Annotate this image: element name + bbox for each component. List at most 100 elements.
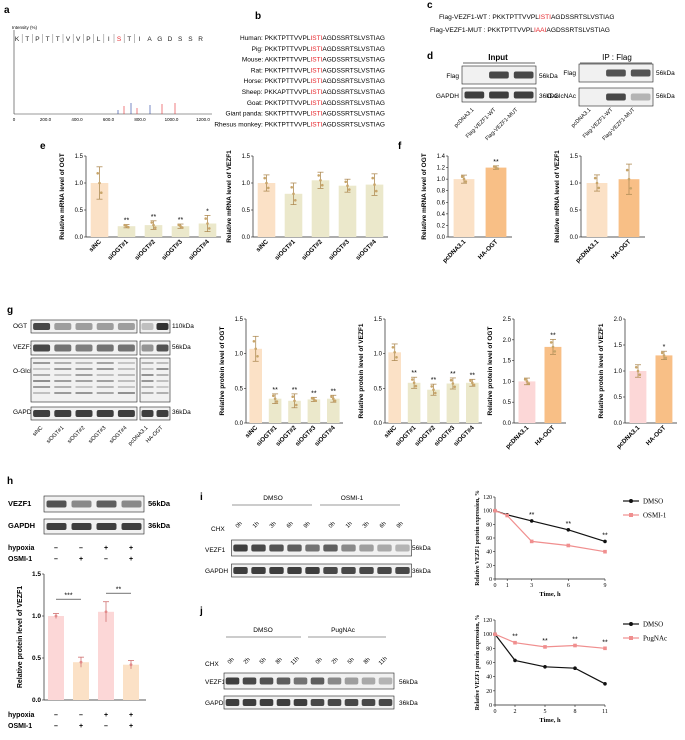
- data-point: [598, 187, 601, 190]
- x-tick-label: siNC: [383, 424, 398, 439]
- y-tick-label: 2.0: [503, 338, 512, 344]
- timepoint-label: 11h: [378, 656, 389, 667]
- g-oglcnac-smear: [97, 362, 114, 364]
- alignment-row: Mouse: AKKTPTTVVPLISTIAGDSSRTSLVSTIAG: [242, 57, 385, 64]
- y-tick-label: 0.0: [32, 697, 41, 704]
- h-row-gapdh: GAPDH: [8, 521, 35, 530]
- timepoint-label: 0h: [328, 521, 337, 530]
- data-point: [317, 174, 320, 177]
- panel-f-vezf1-mrna-chart: 0.00.51.01.5Relative mRNA level of VEZF1…: [554, 150, 645, 265]
- significance-mark: *: [206, 208, 209, 215]
- x-tick-label: siOGT#3: [161, 238, 185, 262]
- j-blots-gapdh-band: [277, 699, 291, 706]
- h-vezf1-band: [72, 501, 92, 508]
- g-oglcnac-smear: [33, 362, 50, 364]
- g-oglcnac-oe-smear: [142, 362, 154, 364]
- data-point: [465, 180, 468, 183]
- x-tick-label: pcDNA3.1: [574, 238, 600, 264]
- species-name: Pig:: [252, 46, 265, 53]
- x-tick-label: siNC: [88, 238, 103, 253]
- j-blots-gapdh-band: [345, 699, 359, 706]
- j-blots-gapdh-band: [294, 699, 308, 706]
- g-gapdh-oe-band: [142, 410, 154, 417]
- series-point: [493, 509, 497, 513]
- timepoint-label: 5h: [347, 657, 356, 666]
- j-blots-gapdh-band: [311, 699, 325, 706]
- data-point: [452, 382, 455, 385]
- species-name: Rhesus monkey:: [214, 121, 264, 128]
- y-tick-label: 60: [486, 661, 492, 667]
- y-axis-label: Relative mRNA level of VEZF1: [554, 150, 561, 243]
- g-oglcnac-smear: [33, 386, 50, 388]
- bar: [486, 168, 507, 237]
- mut-seq-post: AGDSSRTSLVSTIAG: [546, 27, 610, 34]
- ip-row-label-flag: Flag: [563, 70, 576, 77]
- h-gapdh-band: [72, 523, 92, 530]
- j-group-pugnac: PugNAc: [331, 627, 356, 634]
- series-point: [573, 644, 577, 648]
- peptide-residue: S: [117, 36, 122, 43]
- data-point: [272, 395, 275, 398]
- g-kda-110: 110kDa: [172, 323, 194, 330]
- y-axis-label: Relative VEZF1 protein expression, %: [475, 615, 481, 711]
- x-tick-label: siOGT#4: [188, 238, 212, 262]
- y-tick-label: 2.0: [614, 317, 623, 323]
- j-kda-56: 56kDa: [399, 679, 418, 686]
- data-point: [105, 610, 108, 613]
- g-oglcnac-smear: [54, 392, 71, 394]
- y-axis-label: Relative protein level of OGT: [219, 327, 226, 416]
- i-blots-vezf1-band: [377, 545, 391, 552]
- data-point: [291, 395, 294, 398]
- h-vezf1-band: [47, 501, 67, 508]
- i-blots-gapdh-band: [377, 567, 391, 574]
- j-blots-vezf1-band: [260, 678, 274, 685]
- alignment-row: Rat: PKKTPTTVVPLISTIAGDSSRTSLVSTIAG: [251, 67, 385, 74]
- condition-sign: +: [129, 712, 133, 719]
- g-oglcnac-smear: [33, 380, 50, 382]
- legend-marker: [629, 513, 633, 517]
- mut-label: Flag-VEZF1-MUT :: [430, 27, 487, 34]
- j-blots-vezf1-band: [226, 678, 240, 685]
- y-tick-label: 20: [486, 689, 492, 695]
- panel-i-blot: DMSO OSMI-1 CHX VEZF1 GAPDH 56kDa 36kDa …: [205, 495, 431, 577]
- d-ip-flag-band: [631, 70, 651, 77]
- seq-post: AGDSSRTSLVSTIAG: [322, 35, 385, 42]
- data-point: [411, 378, 414, 381]
- g-vezf1-band: [118, 345, 135, 352]
- timepoint-label: 9h: [303, 521, 312, 530]
- y-tick-label: 0.6: [437, 200, 446, 206]
- series-point: [603, 647, 607, 651]
- y-tick-label: 0.0: [570, 235, 579, 241]
- panel-e-vezf1-mrna-chart: 0.00.51.01.5Relative mRNA level of VEZF1…: [226, 150, 388, 262]
- data-point: [453, 386, 456, 389]
- g-ogt-band: [76, 323, 93, 330]
- condition-sign: +: [129, 556, 133, 563]
- significance-mark: **: [311, 390, 317, 397]
- legend-label: DMSO: [643, 498, 663, 506]
- x-tick-label: siNC: [244, 424, 259, 439]
- alignment-row: Human: PKKTPTTVVPLISTIAGDSSRTSLVSTIAG: [240, 35, 385, 42]
- data-point: [552, 346, 555, 349]
- g-oglcnac-smear: [97, 374, 114, 376]
- timepoint-label: 6h: [286, 521, 295, 530]
- bar: [408, 383, 421, 423]
- peptide-residue: P: [35, 36, 39, 43]
- alignment-row: Rhesus monkey: PKKTPTTVVPLISTIAGDSSRTSLV…: [214, 121, 385, 128]
- timepoint-label: 9h: [396, 521, 405, 530]
- y-tick-label: 0.4: [437, 212, 446, 218]
- x-tick-label: siOGT#1: [274, 238, 298, 262]
- data-point: [637, 370, 640, 373]
- y-tick-label: 40: [486, 675, 492, 681]
- data-point: [630, 187, 633, 190]
- data-point: [373, 183, 376, 186]
- i-blots-gapdh-band: [359, 567, 373, 574]
- condition-sign: –: [79, 545, 83, 552]
- lane-label: siOGT#2: [67, 425, 87, 445]
- y-tick-label: 0.5: [614, 395, 623, 401]
- bar: [98, 612, 114, 700]
- i-blots-gapdh-band: [395, 567, 409, 574]
- panel-g-blot: OGT VEZF1 O-GlcNAc GAPDH 110kDa 56kDa 36…: [13, 320, 194, 447]
- h-row-vezf1: VEZF1: [8, 499, 31, 508]
- y-tick-label: 100: [483, 632, 492, 638]
- data-point: [256, 355, 259, 358]
